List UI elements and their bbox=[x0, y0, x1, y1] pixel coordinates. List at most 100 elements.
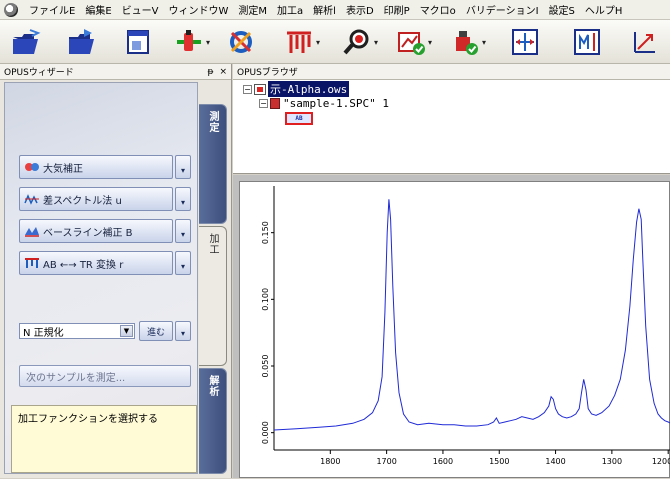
wizard-side-tabs: 測定 加工 解析 bbox=[199, 82, 229, 476]
atmosphere-correction-dropdown[interactable]: ▾ bbox=[175, 155, 191, 179]
x-tick-label: 1500 bbox=[489, 457, 509, 466]
ab-tr-convert-button[interactable]: AB ←→ TR 変換 r bbox=[19, 251, 173, 275]
baseline-icon bbox=[25, 227, 39, 237]
spectrum-chart[interactable]: 0.000 0.050 0.100 0.150 1800 1700 1600 1500 140… bbox=[240, 182, 670, 479]
tree-row-block[interactable]: AB bbox=[243, 110, 389, 126]
atmosphere-correction-button[interactable]: 大気補正 bbox=[19, 155, 173, 179]
menu-settings[interactable]: 設定S bbox=[548, 6, 575, 17]
expand-view-icon bbox=[512, 29, 538, 55]
menu-process[interactable]: 加工a bbox=[277, 6, 304, 17]
save-folder-button[interactable] bbox=[66, 26, 98, 58]
browser-title-bar: OPUSブラウザ bbox=[233, 64, 670, 80]
open-folder-button[interactable] bbox=[10, 26, 42, 58]
scale-view-icon bbox=[574, 29, 600, 55]
spectrum-plot[interactable]: 0.000 0.050 0.100 0.150 1800 1700 1600 1500 140… bbox=[239, 181, 670, 478]
chevron-down-icon[interactable]: ▼ bbox=[120, 325, 133, 337]
collapse-icon[interactable]: − bbox=[243, 84, 252, 94]
collapse-icon[interactable]: − bbox=[259, 98, 268, 108]
chevron-down-icon: ▾ bbox=[180, 166, 185, 175]
chevron-down-icon: ▾ bbox=[180, 329, 185, 338]
weight-check-button[interactable]: ▾ bbox=[450, 26, 486, 58]
file-tree: − 示-Alpha.ows − "sample-1.SPC" 1 AB bbox=[243, 81, 389, 126]
menu-display[interactable]: 表示D bbox=[345, 6, 374, 17]
scale-view-button[interactable] bbox=[572, 26, 602, 58]
peak-pick-icon bbox=[287, 31, 311, 53]
tab-analysis[interactable]: 解析 bbox=[199, 368, 227, 474]
file-label[interactable]: "sample-1.SPC" 1 bbox=[283, 96, 389, 110]
cursor-axis-button[interactable] bbox=[630, 26, 660, 58]
menu-file[interactable]: ファイルE bbox=[29, 6, 76, 17]
function-label: 差スペクトル法 u bbox=[43, 195, 122, 207]
browser-title: OPUSブラウザ bbox=[237, 68, 298, 78]
spectrum-series-line bbox=[273, 199, 670, 431]
cursor-axis-icon bbox=[634, 32, 655, 53]
baseline-correction-dropdown[interactable]: ▾ bbox=[175, 219, 191, 243]
pin-icon[interactable]: ᵽ bbox=[207, 66, 214, 77]
y-tick-label: 0.050 bbox=[261, 355, 270, 378]
chevron-down-icon: ▾ bbox=[428, 37, 433, 47]
wizard-title: OPUSウィザード bbox=[4, 68, 74, 78]
opus-wizard-panel: OPUSウィザード ᵽ × 大気補正 ▾ 差スペクトル法 u ▾ bbox=[0, 64, 232, 478]
opus-browser-panel: OPUSブラウザ − 示-Alpha.ows − "sample-1.SPC" … bbox=[233, 64, 670, 174]
flask-icon bbox=[177, 30, 201, 51]
weight-check-icon bbox=[456, 31, 478, 55]
chevron-down-icon: ▾ bbox=[180, 230, 185, 239]
menu-validation[interactable]: バリデーションI bbox=[465, 6, 539, 17]
magnifier-icon bbox=[343, 29, 369, 55]
tab-process[interactable]: 加工 bbox=[199, 226, 227, 366]
toolbar: ▾ ▾ ▾ ▾ bbox=[0, 20, 670, 64]
chart-check-button[interactable]: ▾ bbox=[396, 26, 432, 58]
ab-tr-convert-dropdown[interactable]: ▾ bbox=[175, 251, 191, 275]
tab-label: 解析 bbox=[207, 375, 218, 397]
flask-button[interactable]: ▾ bbox=[174, 26, 210, 58]
x-tick-label: 1700 bbox=[376, 457, 396, 466]
chart-check-icon bbox=[398, 32, 425, 55]
menu-window[interactable]: ウィンドウW bbox=[168, 6, 229, 17]
peak-pick-button[interactable]: ▾ bbox=[284, 26, 320, 58]
menu-edit[interactable]: 編集E bbox=[85, 6, 112, 17]
difference-spectrum-dropdown[interactable]: ▾ bbox=[175, 187, 191, 211]
baseline-correction-button[interactable]: ベースライン補正 B bbox=[19, 219, 173, 243]
next-sample-button[interactable]: 次のサンプルを測定... bbox=[19, 365, 191, 387]
tree-row-workspace[interactable]: − 示-Alpha.ows bbox=[243, 81, 389, 97]
x-tick-label: 1800 bbox=[320, 457, 340, 466]
tools-button[interactable] bbox=[226, 26, 256, 58]
chevron-down-icon: ▾ bbox=[482, 37, 487, 47]
wizard-body: 大気補正 ▾ 差スペクトル法 u ▾ ベースライン補正 B ▾ bbox=[4, 82, 198, 474]
y-tick-label: 0.150 bbox=[261, 221, 270, 244]
workspace-icon bbox=[254, 83, 266, 95]
tab-measure[interactable]: 測定 bbox=[199, 104, 227, 224]
app-icon[interactable] bbox=[4, 2, 18, 17]
chevron-down-icon: ▾ bbox=[374, 37, 379, 47]
window-button[interactable] bbox=[122, 26, 154, 58]
convert-icon bbox=[25, 258, 39, 268]
atmosphere-icon bbox=[25, 163, 39, 171]
magnifier-button[interactable]: ▾ bbox=[342, 26, 378, 58]
menu-help[interactable]: ヘルプH bbox=[584, 6, 623, 17]
save-folder-icon bbox=[69, 29, 94, 54]
proceed-button[interactable]: 進む bbox=[139, 321, 173, 341]
chevron-down-icon: ▾ bbox=[316, 37, 321, 47]
open-folder-icon bbox=[13, 29, 41, 54]
wizard-info-box: 加工ファンクションを選択する bbox=[11, 405, 197, 473]
workspace-label[interactable]: 示-Alpha.ows bbox=[268, 81, 350, 97]
y-tick-label: 0.000 bbox=[261, 421, 270, 444]
x-axis: 1800 1700 1600 1500 1400 1300 1200 bbox=[274, 449, 670, 466]
next-sample-label: 次のサンプルを測定... bbox=[26, 372, 126, 384]
menu-analysis[interactable]: 解析l bbox=[313, 6, 336, 17]
chevron-down-icon: ▾ bbox=[206, 37, 211, 47]
function-label: 大気補正 bbox=[43, 163, 83, 175]
absorbance-block-icon[interactable]: AB bbox=[285, 111, 313, 125]
menu-macro[interactable]: マクロo bbox=[419, 6, 456, 17]
tree-row-file[interactable]: − "sample-1.SPC" 1 bbox=[243, 96, 389, 110]
menu-measure[interactable]: 測定M bbox=[238, 6, 268, 17]
difference-spectrum-button[interactable]: 差スペクトル法 u bbox=[19, 187, 173, 211]
expand-view-button[interactable] bbox=[510, 26, 540, 58]
menu-view[interactable]: ビューV bbox=[121, 6, 159, 17]
x-tick-label: 1300 bbox=[602, 457, 622, 466]
menu-print[interactable]: 印刷P bbox=[383, 6, 410, 17]
chevron-down-icon: ▾ bbox=[180, 262, 185, 271]
function-select[interactable]: N 正規化 ▼ bbox=[19, 323, 135, 339]
close-icon[interactable]: × bbox=[219, 66, 227, 77]
proceed-dropdown[interactable]: ▾ bbox=[175, 321, 191, 341]
